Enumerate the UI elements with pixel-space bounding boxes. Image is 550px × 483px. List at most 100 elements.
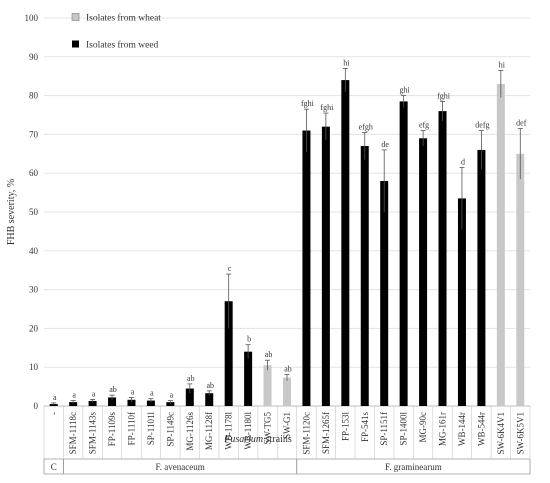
significance-letter: a <box>170 391 174 400</box>
x-category-label: SP-1101l <box>146 412 156 446</box>
x-category-label: WB-1178l <box>224 412 234 450</box>
x-category-label: SFM-1143s <box>88 412 98 455</box>
bars <box>49 80 525 407</box>
significance-letter: a <box>53 393 57 402</box>
bar <box>341 80 350 406</box>
significance-letter: ab <box>265 350 273 359</box>
bar <box>263 365 272 406</box>
bar <box>146 400 155 406</box>
group-label: F. graminearum <box>385 462 442 472</box>
group-label: C <box>51 462 57 472</box>
y-tick-label: 30 <box>29 285 39 295</box>
significance-letter: efg <box>419 121 429 130</box>
x-category-label: WB-1180l <box>243 412 253 450</box>
bar <box>321 126 330 406</box>
x-axis-label-rest: strains <box>263 434 292 445</box>
bar <box>516 153 525 406</box>
y-tick-label: 20 <box>29 323 39 333</box>
bar <box>88 400 97 406</box>
legend-swatch-wheat <box>71 13 80 21</box>
legend: Isolates from wheat Isolates from weed <box>71 13 161 51</box>
y-tick-label: 0 <box>34 401 39 411</box>
x-category-label: WB-144r <box>457 412 467 446</box>
significance-letter: hi <box>343 58 350 67</box>
significance-letter: ab <box>109 385 117 394</box>
group-label: F. avenaceum <box>155 462 204 472</box>
bar <box>69 402 78 406</box>
x-category-label: FP-1110f <box>126 412 136 445</box>
x-category-label: FP-1109s <box>107 412 117 447</box>
y-tick-label: 70 <box>29 129 39 139</box>
x-category-label: WB-544r <box>476 412 486 446</box>
significance-letter: d <box>461 157 465 166</box>
bar <box>185 388 194 406</box>
bar <box>224 301 233 406</box>
y-axis-label: FHB severity, % <box>6 179 17 245</box>
error-bars <box>51 68 523 406</box>
bar <box>438 111 447 407</box>
x-category-label: SW-G1 <box>282 412 292 439</box>
significance-letter: ab <box>284 365 292 374</box>
bar <box>205 393 214 406</box>
x-category-label: SP-1400l <box>399 412 409 446</box>
x-category-label: MG-1126s <box>185 412 195 451</box>
x-category-label: - <box>49 412 59 415</box>
bar <box>244 351 253 406</box>
bar <box>166 402 175 406</box>
significance-letter: c <box>228 264 232 273</box>
significance-letter: a <box>72 391 76 400</box>
y-axis-ticks: 0 10 20 30 40 50 60 70 80 90 100 <box>25 13 39 411</box>
x-category-label: SFM-1120c <box>301 412 311 455</box>
y-tick-label: 10 <box>29 362 39 372</box>
bar <box>302 130 311 406</box>
x-category-label: MG-1128f <box>204 412 214 450</box>
x-category-label: SP-1149c <box>165 412 175 447</box>
x-category-label: MG-161r <box>438 412 448 446</box>
x-category-label: FP-153l <box>340 412 350 442</box>
significance-letter: ghi <box>400 86 411 95</box>
y-tick-label: 100 <box>25 13 39 23</box>
bar <box>108 397 117 406</box>
y-tick-label: 40 <box>29 246 39 256</box>
significance-letter: fghi <box>437 91 451 100</box>
legend-swatch-weed <box>72 40 79 48</box>
significance-letter: def <box>516 119 527 128</box>
x-category-label: SFM-1265f <box>321 412 331 454</box>
significance-letter: a <box>150 389 154 398</box>
x-category-labels: - SFM-1118c SFM-1143s FP-1109s FP-1110f SP-11… <box>49 412 526 455</box>
x-category-label: SFM-1118c <box>68 412 78 454</box>
significance-letter: a <box>131 387 135 396</box>
bar <box>283 377 291 406</box>
bar <box>477 149 486 407</box>
x-category-label: MG-90c <box>418 412 428 443</box>
category-table: C F. avenaceum F. graminearum <box>43 406 531 475</box>
significance-letter: a <box>92 389 96 398</box>
x-axis-label: Fusarium strains <box>223 434 292 445</box>
legend-label-weed: Isolates from weed <box>86 40 159 51</box>
significance-letter: ab <box>187 374 195 383</box>
bar <box>360 146 369 407</box>
significance-letter: fghi <box>320 103 334 112</box>
bar <box>399 101 408 407</box>
y-tick-label: 50 <box>29 207 39 217</box>
bar <box>419 138 428 406</box>
significance-letter: hi <box>499 60 506 69</box>
significance-letter: b <box>247 335 251 344</box>
x-category-label: SW-6K4V1 <box>496 412 506 455</box>
significance-letter: efgh <box>359 122 373 131</box>
significance-letter: ab <box>206 381 214 390</box>
y-tick-label: 60 <box>29 168 39 178</box>
y-tick-label: 80 <box>29 91 39 101</box>
x-category-label: SW-TG5 <box>263 412 273 445</box>
bar <box>127 399 136 406</box>
x-category-label: FP-541s <box>360 412 370 443</box>
x-category-label: SW-6K5V1 <box>515 412 525 455</box>
bar <box>457 198 466 406</box>
x-category-label: SP-1151f <box>379 412 389 446</box>
significance-letter: fghi <box>301 99 315 108</box>
y-tick-label: 90 <box>29 52 39 62</box>
gridlines <box>44 17 530 407</box>
